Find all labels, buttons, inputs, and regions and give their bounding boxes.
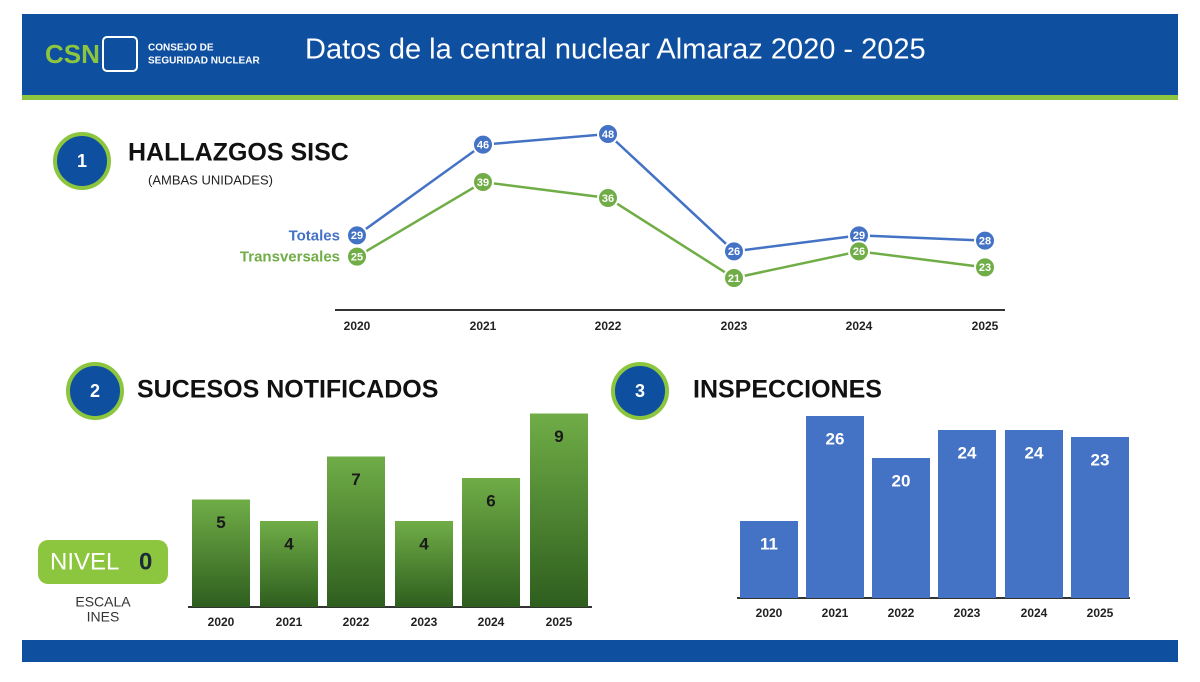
page-title: Datos de la central nuclear Almaraz 2020… (305, 34, 926, 66)
bar (740, 521, 798, 598)
data-label: 4 (284, 534, 294, 553)
bar (192, 499, 250, 607)
point (597, 123, 619, 145)
point (597, 187, 619, 209)
data-label: 4 (419, 534, 429, 553)
data-label: 23 (979, 262, 991, 274)
bar (327, 456, 385, 607)
legend-label: Transversales (240, 249, 340, 266)
data-label: 5 (216, 513, 225, 532)
point (472, 171, 494, 193)
logo-emblem (102, 36, 138, 72)
series-line (356, 180, 986, 280)
section-badge (611, 362, 669, 420)
data-label: 20 (892, 471, 911, 490)
data-label: 46 (477, 140, 489, 152)
section-number: 2 (90, 381, 100, 401)
x-tick-label: 2020 (344, 319, 371, 333)
point (974, 229, 996, 252)
point (346, 224, 368, 247)
x-tick-label: 2024 (846, 319, 873, 333)
bar (938, 430, 996, 598)
data-label: 25 (351, 252, 363, 264)
data-label: 26 (826, 429, 845, 448)
bar (872, 458, 930, 598)
ines-scale: ESCALA (75, 594, 131, 610)
data-label: 29 (351, 230, 363, 242)
data-label: 26 (728, 246, 740, 258)
x-tick-label: 2020 (756, 606, 783, 620)
org-name: CONSEJO DE (148, 43, 214, 54)
header-bar (22, 14, 1178, 95)
data-label: 9 (554, 427, 563, 446)
section-number: 1 (77, 151, 87, 171)
bar (1071, 437, 1129, 598)
section-subtitle: (AMBAS UNIDADES) (148, 172, 273, 187)
x-tick-label: 2022 (343, 615, 370, 629)
point (974, 256, 996, 279)
bar (462, 478, 520, 607)
section-number: 3 (635, 381, 645, 401)
data-label: 11 (760, 534, 778, 553)
x-tick-label: 2025 (972, 319, 999, 333)
x-tick-label: 2023 (721, 319, 748, 333)
data-label: 29 (853, 230, 865, 242)
x-tick-label: 2020 (208, 615, 235, 629)
footer-bar (22, 640, 1178, 662)
x-tick-label: 2021 (470, 319, 497, 333)
x-tick-label: 2022 (595, 319, 622, 333)
section-title: SUCESOS NOTIFICADOS (137, 376, 438, 404)
data-label: 23 (1091, 450, 1110, 469)
bar (1005, 430, 1063, 598)
data-label: 36 (602, 193, 614, 205)
data-label: 24 (1025, 443, 1044, 462)
data-label: 48 (602, 129, 614, 141)
series-line (356, 132, 986, 253)
header-stripe (22, 95, 1178, 100)
section-badge (53, 132, 111, 190)
bar (530, 413, 588, 607)
x-tick-label: 2025 (1087, 606, 1114, 620)
data-label: 7 (351, 470, 360, 489)
ines-scale: INES (87, 609, 120, 625)
legend-label: Totales (289, 227, 340, 244)
point (346, 245, 368, 268)
org-name: SEGURIDAD NUCLEAR (148, 56, 260, 67)
point (723, 267, 745, 289)
bar (395, 521, 453, 607)
x-tick-label: 2023 (411, 615, 438, 629)
x-tick-label: 2023 (954, 606, 981, 620)
ines-box (38, 540, 168, 584)
data-label: 28 (979, 236, 991, 248)
point (723, 240, 745, 263)
x-tick-label: 2021 (276, 615, 303, 629)
ines-label: NIVEL (50, 548, 119, 575)
data-label: 21 (728, 273, 740, 285)
x-tick-label: 2024 (1021, 606, 1048, 620)
x-tick-label: 2021 (822, 606, 849, 620)
bar (260, 521, 318, 607)
x-tick-label: 2025 (546, 615, 573, 629)
section-title: INSPECCIONES (693, 376, 882, 404)
section-badge (66, 362, 124, 420)
ines-level: 0 (139, 548, 152, 575)
point (848, 240, 870, 263)
data-label: 24 (958, 443, 977, 462)
bar (806, 416, 864, 598)
section-title: HALLAZGOS SISC (128, 139, 349, 167)
data-label: 39 (477, 177, 489, 189)
x-tick-label: 2022 (888, 606, 915, 620)
point (472, 133, 494, 156)
data-label: 6 (486, 491, 495, 510)
data-label: 26 (853, 246, 865, 258)
x-tick-label: 2024 (478, 615, 505, 629)
logo: CSN (45, 39, 100, 69)
